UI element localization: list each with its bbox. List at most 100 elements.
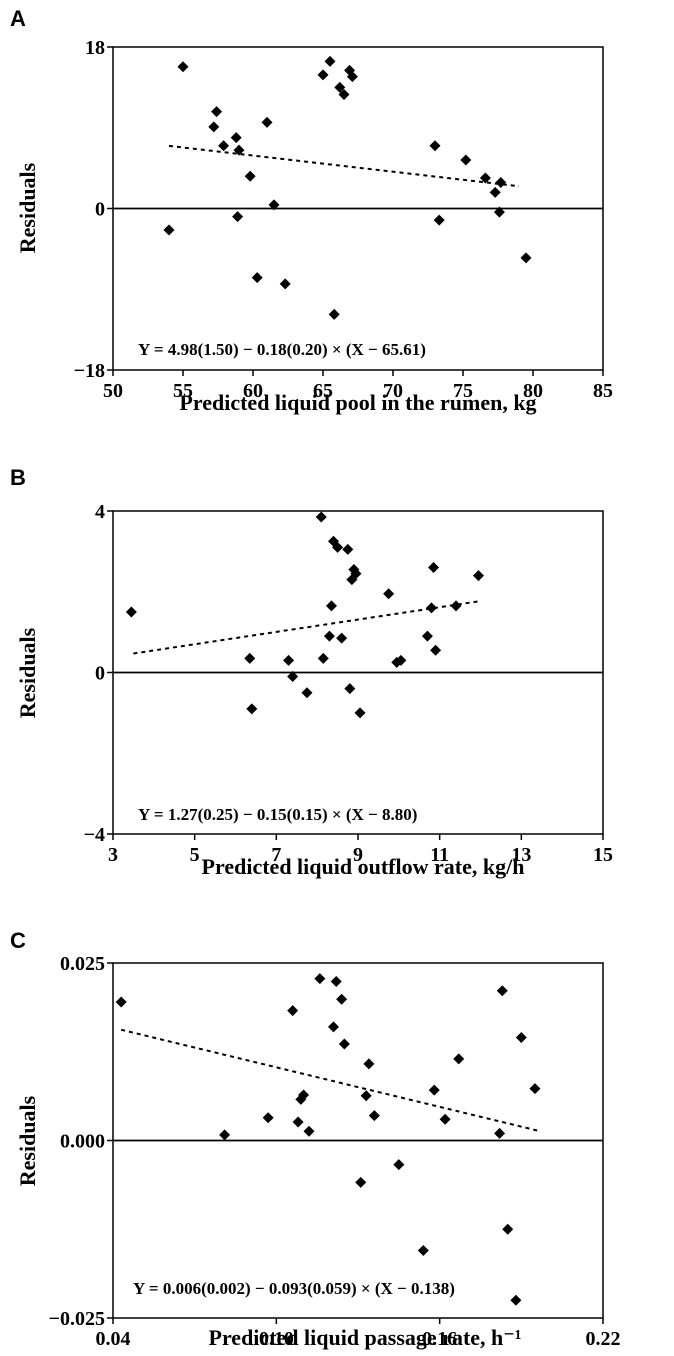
data-point — [393, 1159, 405, 1171]
x-tick-label: 0.16 — [422, 1328, 457, 1350]
data-point — [218, 140, 230, 152]
data-point — [287, 671, 299, 683]
data-point — [350, 568, 362, 580]
data-point — [251, 272, 263, 284]
x-tick-label: 55 — [173, 380, 193, 402]
data-point — [301, 687, 313, 699]
data-point — [323, 630, 335, 642]
trend-line — [120, 1028, 541, 1133]
x-tick-label: 70 — [383, 380, 403, 402]
data-point — [426, 602, 437, 614]
data-point — [244, 170, 256, 182]
data-point — [383, 588, 395, 600]
data-point — [336, 632, 348, 644]
x-axis-title: Predicted liquid passage rate, h⁻¹ — [209, 1325, 522, 1350]
data-point — [496, 985, 508, 997]
y-tick-label: 0.000 — [60, 1131, 105, 1153]
panel-letter: A — [10, 6, 26, 31]
regression-equation: Y = 4.98(1.50) − 0.18(0.20) × (X − 65.61… — [138, 340, 426, 359]
panel-c: C 0.04 0.10 0.16 0.22 0.025 0.000 −0.025 Predi… — [10, 928, 621, 1350]
data-point — [303, 1125, 315, 1137]
data-point — [342, 543, 354, 555]
data-point — [283, 654, 295, 666]
data-point — [368, 1110, 380, 1122]
data-point — [244, 652, 256, 664]
data-point — [430, 644, 442, 656]
data-point — [439, 1113, 451, 1125]
data-point — [495, 176, 507, 188]
data-point — [428, 562, 440, 574]
data-point — [328, 308, 340, 320]
trend-line — [133, 600, 481, 655]
y-tick-label: 18 — [85, 37, 105, 59]
data-marks — [113, 973, 603, 1306]
y-axis-title: Residuals — [15, 1095, 40, 1186]
data-point — [314, 973, 326, 985]
data-point — [346, 71, 358, 83]
data-point — [529, 1083, 541, 1095]
y-tick-label: 0.025 — [60, 953, 105, 975]
data-marks — [113, 55, 603, 320]
x-tick-label: 5 — [190, 844, 200, 866]
x-tick-label: 7 — [271, 844, 281, 866]
data-point — [219, 1129, 231, 1141]
data-point — [177, 61, 189, 73]
data-point — [230, 132, 242, 144]
data-point — [338, 89, 350, 101]
data-point — [344, 683, 356, 695]
data-point — [332, 541, 344, 553]
data-point — [428, 1084, 440, 1096]
data-marks — [113, 511, 603, 719]
data-point — [330, 975, 342, 987]
y-tick-label: −4 — [84, 824, 105, 846]
x-tick-label: 85 — [593, 380, 613, 402]
x-tick-label: 9 — [353, 844, 363, 866]
y-tick-label: 4 — [95, 501, 105, 523]
data-point — [268, 199, 280, 211]
x-tick-label: 0.10 — [259, 1328, 294, 1350]
data-point — [433, 214, 445, 226]
y-axis-title: Residuals — [15, 162, 40, 253]
data-point — [287, 1005, 299, 1017]
panel-letter: B — [10, 465, 26, 490]
panel-letter: C — [10, 928, 26, 953]
y-tick-label: −18 — [74, 360, 105, 382]
y-tick-label: 0 — [95, 199, 105, 221]
data-point — [515, 1032, 527, 1044]
x-tick-label: 50 — [103, 380, 123, 402]
data-point — [262, 1112, 274, 1124]
data-point — [336, 993, 348, 1005]
x-axis-title: Predicted liquid pool in the rumen, kg — [179, 390, 536, 415]
data-point — [211, 106, 223, 118]
data-point — [163, 224, 175, 236]
data-point — [115, 996, 127, 1008]
data-point — [317, 69, 329, 81]
data-point — [502, 1223, 514, 1235]
x-tick-label: 13 — [511, 844, 531, 866]
x-tick-label: 15 — [593, 844, 613, 866]
panel-a: A 50 55 60 65 70 75 80 85 18 0 −18 Predicted liqui… — [10, 6, 613, 415]
data-point — [493, 206, 505, 218]
x-tick-label: 60 — [243, 380, 263, 402]
data-point — [317, 652, 329, 664]
y-axis-title: Residuals — [15, 627, 40, 718]
data-point — [324, 55, 336, 67]
data-point — [360, 1090, 372, 1102]
tick-labels: 50 55 60 65 70 75 80 85 18 0 −18 — [74, 37, 613, 402]
data-point — [510, 1294, 522, 1306]
data-point — [417, 1245, 429, 1257]
x-tick-label: 0.04 — [96, 1328, 131, 1350]
data-point — [429, 140, 441, 152]
data-point — [279, 278, 291, 290]
tick-labels: 0.04 0.10 0.16 0.22 0.025 0.000 −0.025 — [49, 953, 621, 1350]
regression-equation: Y = 1.27(0.25) − 0.15(0.15) × (X − 8.80) — [138, 805, 417, 824]
data-point — [472, 570, 484, 582]
data-point — [354, 707, 366, 719]
data-point — [395, 654, 407, 666]
x-tick-label: 65 — [313, 380, 333, 402]
data-point — [479, 172, 491, 184]
data-point — [298, 1089, 310, 1101]
x-axis-title: Predicted liquid outflow rate, kg/h — [202, 854, 525, 879]
data-point — [232, 211, 244, 223]
